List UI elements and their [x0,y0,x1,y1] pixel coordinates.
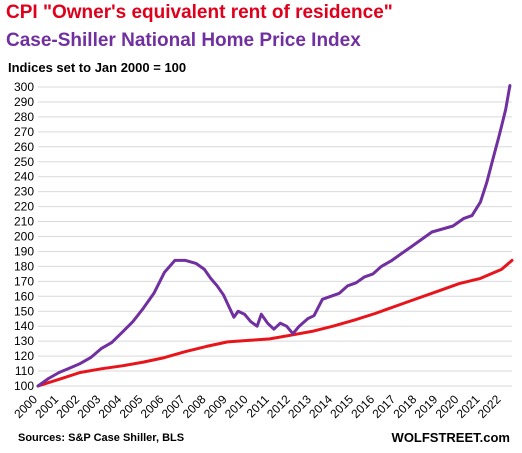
y-tick-label: 260 [14,140,34,154]
brand-watermark: WOLFSTREET.com [391,430,510,445]
x-axis-ticks: 2000200120022003200420052006200720082009… [11,392,503,421]
series-lines [36,84,514,388]
series-line-owners-equivalent-rent [36,258,514,388]
y-tick-label: 200 [14,230,34,244]
y-tick-label: 140 [14,319,34,333]
y-tick-label: 270 [14,125,34,139]
x-tick-label: 2022 [475,392,504,421]
y-tick-label: 220 [14,200,34,214]
y-tick-label: 110 [15,364,34,378]
y-tick-label: 300 [14,80,34,94]
y-tick-label: 100 [14,379,34,393]
y-tick-label: 240 [14,170,34,184]
chart-title-line-2: Case-Shiller National Home Price Index [6,30,361,51]
series-line-case-shiller [36,84,512,388]
y-tick-label: 190 [14,244,34,258]
y-tick-label: 170 [14,274,34,288]
y-tick-label: 210 [14,215,34,229]
y-tick-label: 180 [14,259,34,273]
y-tick-label: 230 [14,185,34,199]
y-tick-label: 130 [14,334,34,348]
y-tick-label: 250 [14,155,34,169]
source-note: Sources: S&P Case Shiller, BLS [18,432,185,444]
chart-subtitle: Indices set to Jan 2000 = 100 [8,60,187,75]
y-tick-label: 160 [14,289,34,303]
gridlines [38,86,512,387]
chart-title-line-1: CPI "Owner's equivalent rent of residenc… [6,2,393,23]
y-tick-label: 280 [14,110,34,124]
y-axis-ticks: 1001101201301401501601701801902002102202… [14,80,34,393]
y-tick-label: 120 [14,349,34,363]
y-tick-label: 290 [14,95,34,109]
y-tick-label: 150 [14,304,34,318]
